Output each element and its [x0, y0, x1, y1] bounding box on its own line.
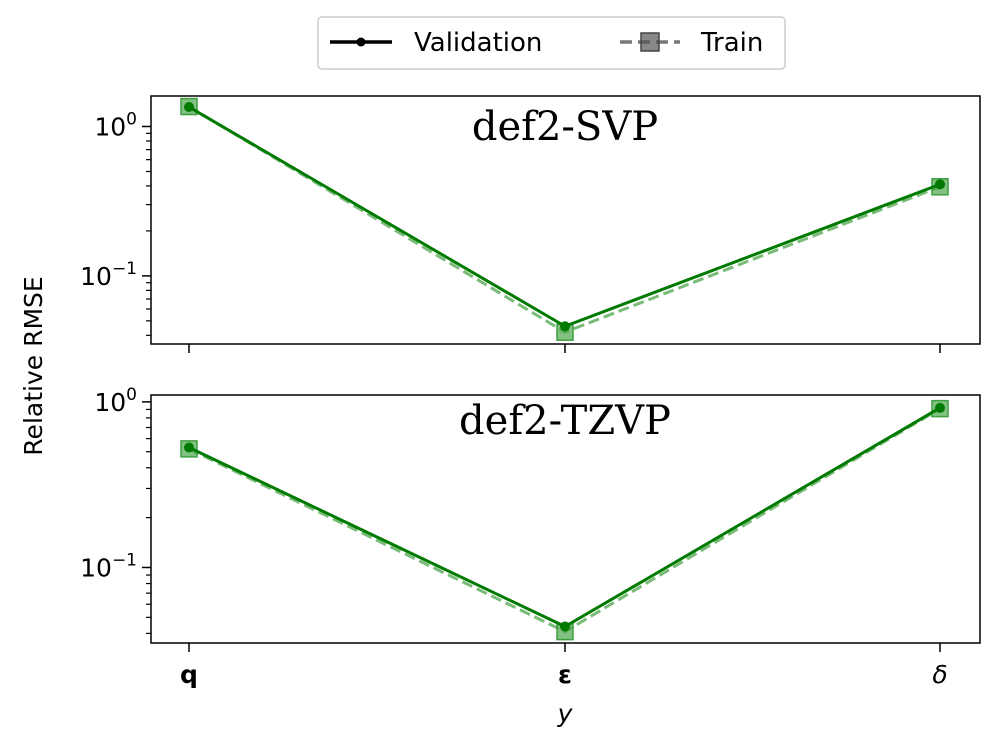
legend-train-label: Train [700, 28, 763, 58]
y-tick-label: 10−1 [80, 259, 137, 291]
y-tick-label: 100 [94, 385, 137, 417]
y-tick-label: 100 [94, 109, 137, 141]
validation-point [184, 442, 194, 453]
legend-validation-label: Validation [414, 28, 542, 58]
legend-entry-train: Train [620, 28, 763, 58]
plot-frame [150, 394, 981, 644]
x-tick-label: ε [558, 660, 572, 689]
legend-train-marker [640, 32, 660, 52]
validation-point [935, 402, 945, 413]
legend-frame [317, 16, 786, 70]
legend-entry-validation: Validation [330, 28, 542, 58]
panel-title: def2-SVP [472, 104, 658, 150]
validation-point [184, 102, 194, 113]
legend: Validation Train [317, 16, 786, 70]
y-tick-label: 10−1 [80, 550, 137, 582]
validation-point [560, 621, 570, 632]
panel-title: def2-TZVP [459, 398, 671, 444]
plot-frame [150, 95, 981, 345]
x-axis-label: y [557, 699, 574, 728]
panel-def2-svp: 100 10−1 def2-SVP [80, 95, 981, 353]
y-axis-label: Relative RMSE [19, 276, 48, 455]
x-tick-label: q [180, 660, 198, 689]
legend-validation-marker [356, 37, 366, 47]
validation-point [935, 179, 945, 190]
validation-point [560, 321, 570, 332]
panel-def2-tzvp: 100 10−1 q ε δ def2-TZVP [80, 385, 981, 689]
x-tick-label: δ [932, 660, 947, 689]
